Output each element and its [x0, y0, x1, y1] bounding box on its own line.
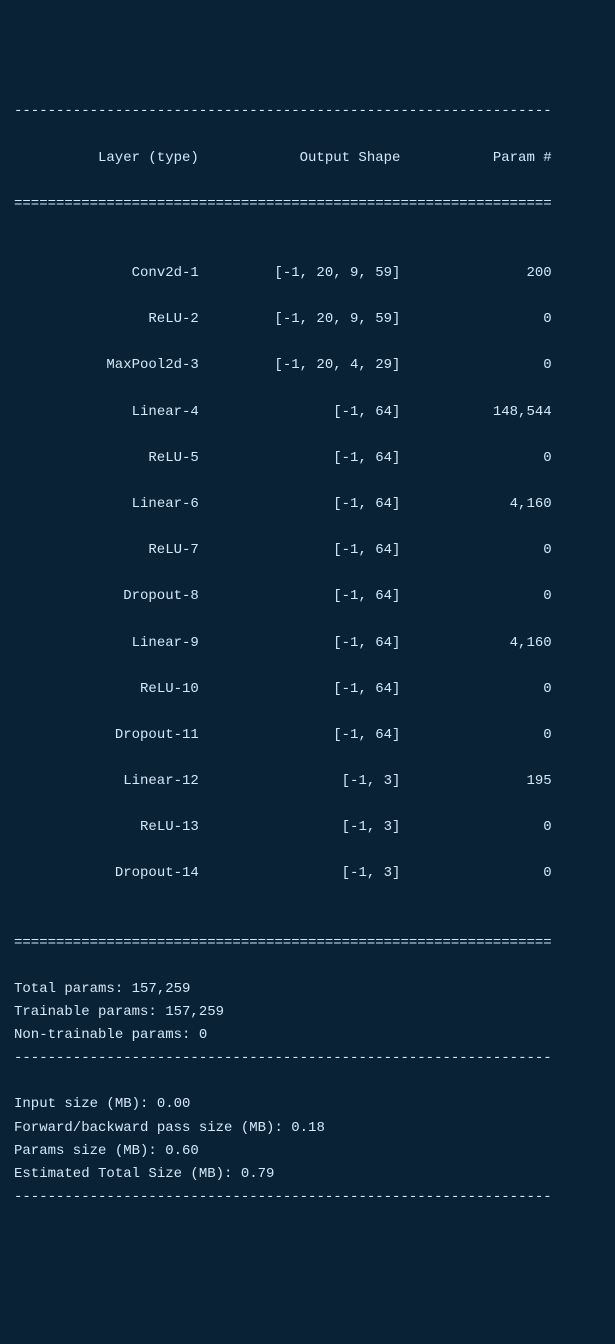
table-row: ReLU-2 [-1, 20, 9, 59] 0 — [14, 308, 601, 331]
table-row: MaxPool2d-3 [-1, 20, 4, 29] 0 — [14, 354, 601, 377]
params-size: Params size (MB): 0.60 — [14, 1143, 199, 1159]
cell-shape: [-1, 20, 9, 59] — [232, 308, 434, 331]
cell-shape: [-1, 64] — [232, 724, 434, 747]
total-params: Total params: 157,259 — [14, 981, 190, 997]
cell-shape: [-1, 64] — [232, 447, 434, 470]
cell-param: 0 — [434, 724, 552, 747]
table-row: Conv2d-1 [-1, 20, 9, 59] 200 — [14, 262, 601, 285]
total-size: Estimated Total Size (MB): 0.79 — [14, 1166, 274, 1182]
cell-shape: [-1, 3] — [232, 862, 434, 885]
cell-layer: ReLU-7 — [14, 539, 232, 562]
cell-shape: [-1, 20, 9, 59] — [232, 262, 434, 285]
table-row: ReLU-10 [-1, 64] 0 — [14, 678, 601, 701]
fwdbwd-size: Forward/backward pass size (MB): 0.18 — [14, 1120, 325, 1136]
cell-shape: [-1, 64] — [232, 678, 434, 701]
cell-layer: Linear-12 — [14, 770, 232, 793]
table-row: Linear-4 [-1, 64] 148,544 — [14, 401, 601, 424]
trainable-params: Trainable params: 157,259 — [14, 1004, 224, 1020]
cell-layer: ReLU-10 — [14, 678, 232, 701]
cell-layer: ReLU-5 — [14, 447, 232, 470]
cell-param: 0 — [434, 862, 552, 885]
separator-dash-bottom: ----------------------------------------… — [14, 1186, 601, 1209]
cell-param: 0 — [434, 816, 552, 839]
cell-param: 148,544 — [434, 401, 552, 424]
cell-param: 0 — [434, 447, 552, 470]
cell-param: 195 — [434, 770, 552, 793]
cell-shape: [-1, 20, 4, 29] — [232, 354, 434, 377]
header-row: Layer (type) Output Shape Param # — [14, 147, 601, 170]
table-row: ReLU-13 [-1, 3] 0 — [14, 816, 601, 839]
cell-param: 200 — [434, 262, 552, 285]
separator-dash-top: ----------------------------------------… — [14, 100, 601, 123]
cell-param: 4,160 — [434, 493, 552, 516]
cell-layer: ReLU-13 — [14, 816, 232, 839]
cell-param: 0 — [434, 585, 552, 608]
separator-dash-mid: ----------------------------------------… — [14, 1047, 601, 1070]
header-shape: Output Shape — [232, 147, 434, 170]
cell-shape: [-1, 64] — [232, 632, 434, 655]
cell-layer: Dropout-11 — [14, 724, 232, 747]
cell-param: 0 — [434, 678, 552, 701]
cell-param: 4,160 — [434, 632, 552, 655]
cell-shape: [-1, 64] — [232, 585, 434, 608]
separator-eq-body: ========================================… — [14, 932, 601, 955]
cell-layer: ReLU-2 — [14, 308, 232, 331]
input-size: Input size (MB): 0.00 — [14, 1096, 190, 1112]
cell-shape: [-1, 64] — [232, 539, 434, 562]
nontrainable-params: Non-trainable params: 0 — [14, 1027, 207, 1043]
table-row: Linear-6 [-1, 64] 4,160 — [14, 493, 601, 516]
table-row: Linear-12 [-1, 3] 195 — [14, 770, 601, 793]
cell-param: 0 — [434, 308, 552, 331]
table-row: ReLU-7 [-1, 64] 0 — [14, 539, 601, 562]
table-row: ReLU-5 [-1, 64] 0 — [14, 447, 601, 470]
cell-shape: [-1, 64] — [232, 401, 434, 424]
table-row: Dropout-14 [-1, 3] 0 — [14, 862, 601, 885]
cell-layer: Linear-4 — [14, 401, 232, 424]
cell-param: 0 — [434, 354, 552, 377]
header-layer: Layer (type) — [14, 147, 232, 170]
header-param: Param # — [434, 147, 552, 170]
table-row: Dropout-8 [-1, 64] 0 — [14, 585, 601, 608]
table-row: Linear-9 [-1, 64] 4,160 — [14, 632, 601, 655]
separator-eq-header: ========================================… — [14, 193, 601, 216]
cell-shape: [-1, 3] — [232, 770, 434, 793]
cell-layer: Linear-6 — [14, 493, 232, 516]
table-row: Dropout-11 [-1, 64] 0 — [14, 724, 601, 747]
cell-param: 0 — [434, 539, 552, 562]
cell-layer: Dropout-14 — [14, 862, 232, 885]
cell-layer: MaxPool2d-3 — [14, 354, 232, 377]
cell-layer: Linear-9 — [14, 632, 232, 655]
cell-layer: Dropout-8 — [14, 585, 232, 608]
cell-layer: Conv2d-1 — [14, 262, 232, 285]
cell-shape: [-1, 64] — [232, 493, 434, 516]
cell-shape: [-1, 3] — [232, 816, 434, 839]
